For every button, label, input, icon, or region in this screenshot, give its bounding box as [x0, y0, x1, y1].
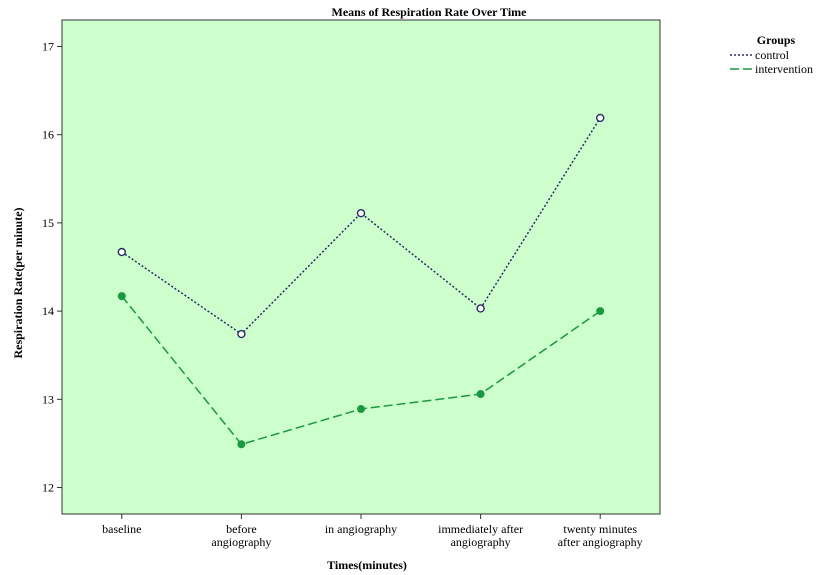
x-tick-label: in angiography: [325, 522, 397, 536]
data-point-control: [117, 247, 127, 257]
x-tick-label: immediately after: [438, 522, 523, 536]
y-tick-label: 13: [42, 392, 54, 406]
series-line-control: [121, 117, 601, 336]
x-tick-label: twenty minutes: [563, 522, 637, 536]
x-tick-label: before: [226, 522, 257, 536]
y-tick-label: 15: [42, 216, 54, 230]
data-point-intervention: [117, 292, 126, 301]
x-axis-label: Times(minutes): [327, 558, 407, 572]
y-axis: 12 13 14 15 16 17: [42, 39, 62, 495]
data-point-control: [356, 208, 366, 218]
data-point-control: [237, 329, 246, 339]
y-tick-label: 17: [42, 39, 54, 53]
y-tick-label: 14: [42, 304, 54, 318]
data-point-intervention: [476, 390, 485, 399]
data-point-control: [596, 113, 605, 123]
legend-label-control: control: [755, 48, 790, 62]
data-point-intervention: [237, 440, 246, 449]
legend-label-intervention: intervention: [755, 62, 813, 76]
data-point-intervention: [357, 405, 365, 414]
y-tick-label: 16: [42, 128, 54, 142]
series-group: [117, 113, 605, 449]
x-tick-label: angiography: [211, 535, 271, 549]
x-tick-label: angiography: [451, 535, 511, 549]
data-point-intervention: [596, 307, 605, 316]
x-tick-label: after angiography: [558, 535, 643, 549]
plot-area: [61, 19, 661, 515]
x-tick-label: baseline: [102, 522, 141, 536]
y-tick-label: 12: [42, 481, 54, 495]
data-point-control: [476, 304, 485, 313]
chart-title: Means of Respiration Rate Over Time: [332, 5, 528, 19]
y-axis-label: Respiration Rate(per minute): [11, 207, 25, 358]
legend-title: Groups: [757, 33, 796, 47]
